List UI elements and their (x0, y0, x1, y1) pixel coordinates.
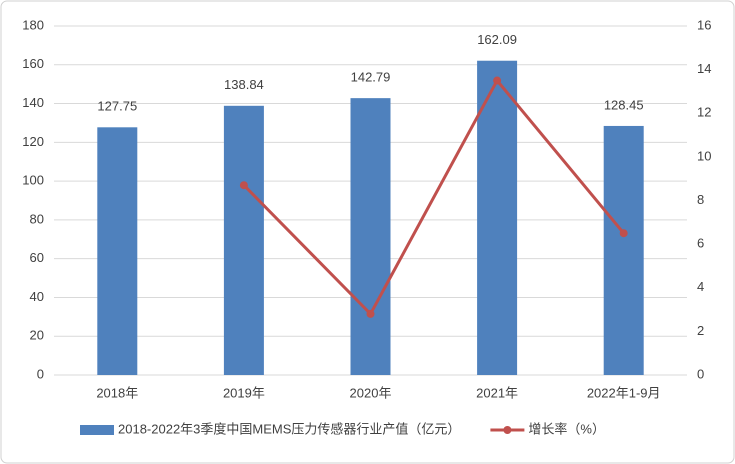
line-point (366, 309, 375, 318)
x-tick-label: 2018年 (96, 385, 138, 400)
y-tick-label: 80 (30, 211, 44, 226)
line-point (239, 181, 248, 190)
legend-label: 增长率（%） (528, 421, 605, 436)
legend-swatch (503, 426, 512, 434)
bar (97, 127, 138, 375)
y-tick-label: 60 (30, 250, 44, 265)
bar (477, 60, 518, 376)
y-tick-label: 0 (37, 366, 44, 381)
y2-tick-label: 0 (697, 366, 704, 381)
bar (223, 105, 264, 376)
y2-tick-label: 16 (697, 17, 711, 32)
y-tick-label: 140 (22, 95, 44, 110)
x-tick-label: 2021年 (476, 385, 518, 400)
y-tick-label: 40 (30, 289, 44, 304)
x-tick-label: 2020年 (350, 385, 392, 400)
bar (603, 125, 644, 375)
y2-tick-label: 14 (697, 61, 711, 76)
bar-value-label: 142.79 (351, 70, 391, 85)
y-tick-label: 20 (30, 328, 44, 343)
y2-tick-label: 12 (697, 105, 711, 120)
y2-tick-label: 4 (697, 279, 704, 294)
bar-value-label: 128.45 (604, 97, 644, 112)
line (242, 77, 625, 317)
y-tick-label: 180 (22, 17, 44, 32)
bar-value-label: 138.84 (224, 77, 264, 92)
x-tick-label: 2019年 (223, 385, 265, 400)
y-tick-label: 100 (22, 173, 44, 188)
line-point (619, 229, 628, 238)
legend-label: 2018-2022年3季度中国MEMS压力传感器行业产值（亿元） (118, 421, 460, 436)
y2-tick-label: 8 (697, 192, 704, 207)
legend-swatch (80, 425, 114, 435)
bar-value-label: 127.75 (97, 99, 137, 114)
y2-tick-label: 10 (697, 148, 711, 163)
line-point (493, 76, 502, 85)
y2-tick-label: 6 (697, 236, 704, 251)
y2-tick-label: 2 (697, 323, 704, 338)
y-tick-label: 120 (22, 134, 44, 149)
bar (350, 98, 391, 375)
y-tick-label: 160 (22, 56, 44, 71)
x-tick-label: 2022年1-9月 (587, 385, 661, 400)
bar-value-label: 162.09 (477, 32, 517, 47)
